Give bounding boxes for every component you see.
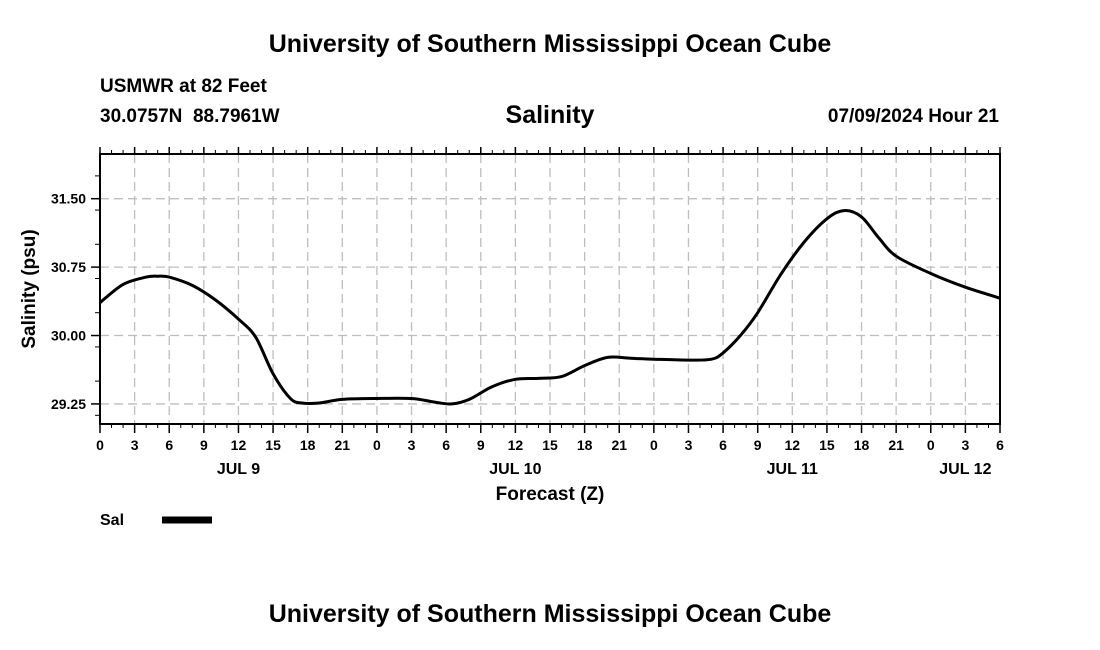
day-label: JUL 10 bbox=[489, 461, 541, 478]
day-label: JUL 11 bbox=[767, 461, 818, 478]
forecast-datetime: 07/09/2024 Hour 21 bbox=[827, 106, 999, 127]
x-tick-label: 15 bbox=[542, 437, 558, 453]
x-tick-label: 21 bbox=[611, 437, 627, 453]
salinity-series-line bbox=[99, 209, 1001, 406]
x-tick-label: 18 bbox=[300, 437, 316, 453]
x-tick-label: 15 bbox=[819, 437, 835, 453]
x-tick-label: 3 bbox=[408, 437, 416, 453]
x-tick-label: 9 bbox=[754, 437, 762, 453]
chart-title-bottom: University of Southern Mississippi Ocean… bbox=[268, 600, 832, 628]
x-tick-label: 0 bbox=[650, 437, 658, 453]
y-tick-label: 30.00 bbox=[51, 328, 86, 344]
day-label: JUL 9 bbox=[217, 461, 260, 478]
day-label: JUL 12 bbox=[939, 461, 991, 478]
grid-lines bbox=[100, 154, 1000, 424]
x-tick-label: 0 bbox=[373, 437, 381, 453]
axis-ticks bbox=[91, 147, 1001, 433]
parameter-title: Salinity bbox=[505, 101, 595, 129]
x-tick-label: 6 bbox=[719, 437, 727, 453]
x-tick-label: 3 bbox=[131, 437, 139, 453]
x-tick-label: 18 bbox=[854, 437, 870, 453]
legend-label: Sal bbox=[100, 512, 124, 529]
x-tick-label: 6 bbox=[442, 437, 450, 453]
series-layer bbox=[99, 209, 1001, 406]
x-tick-label: 6 bbox=[996, 437, 1004, 453]
x-tick-label: 0 bbox=[927, 437, 935, 453]
x-tick-label: 9 bbox=[200, 437, 208, 453]
x-tick-label: 12 bbox=[508, 437, 524, 453]
x-tick-label: 12 bbox=[231, 437, 247, 453]
x-tick-label: 6 bbox=[165, 437, 173, 453]
station-coordinates: 30.0757N 88.7961W bbox=[100, 106, 280, 127]
axis-tick-labels: 0 3 6 9 12 15 18 21 0 3 6 9 12 15 18 21 0 3 6 9 12 15 18 21 0 3 6J… bbox=[51, 191, 1004, 478]
x-tick-label: 12 bbox=[785, 437, 801, 453]
y-axis-label: Salinity (psu) bbox=[19, 229, 40, 348]
x-tick-label: 3 bbox=[685, 437, 693, 453]
x-tick-label: 18 bbox=[577, 437, 593, 453]
x-tick-label: 9 bbox=[477, 437, 485, 453]
y-tick-label: 31.50 bbox=[51, 191, 86, 207]
y-tick-label: 29.25 bbox=[51, 396, 86, 412]
x-tick-label: 21 bbox=[888, 437, 904, 453]
x-tick-label: 21 bbox=[335, 437, 351, 453]
x-axis-label: Forecast (Z) bbox=[496, 484, 605, 505]
chart-title: University of Southern Mississippi Ocean… bbox=[268, 30, 832, 58]
x-tick-label: 3 bbox=[961, 437, 969, 453]
x-tick-label: 0 bbox=[96, 437, 104, 453]
station-label: USMWR at 82 Feet bbox=[100, 76, 267, 97]
x-tick-label: 15 bbox=[265, 437, 281, 453]
y-tick-label: 30.75 bbox=[51, 259, 86, 275]
